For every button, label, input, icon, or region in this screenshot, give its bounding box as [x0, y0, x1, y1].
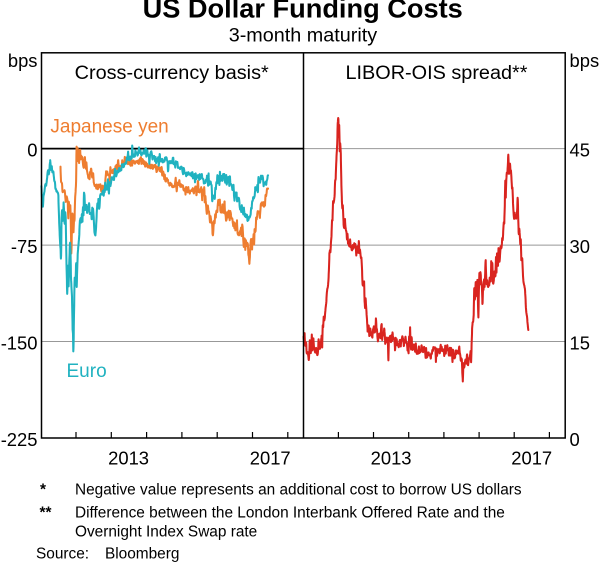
svg-text:Euro: Euro [67, 361, 107, 382]
svg-text:2017: 2017 [250, 447, 291, 468]
svg-text:0: 0 [27, 140, 37, 161]
svg-text:LIBOR-OIS spread**: LIBOR-OIS spread** [346, 62, 528, 84]
svg-text:Overnight Index Swap rate: Overnight Index Swap rate [75, 524, 257, 541]
svg-text:bps: bps [8, 50, 38, 71]
svg-text:Bloomberg: Bloomberg [105, 546, 179, 563]
svg-text:US Dollar Funding Costs: US Dollar Funding Costs [143, 0, 463, 24]
svg-text:30: 30 [570, 236, 590, 257]
svg-text:bps: bps [570, 50, 600, 71]
svg-text:-150: -150 [1, 332, 38, 353]
svg-text:-75: -75 [11, 236, 38, 257]
svg-text:2013: 2013 [108, 447, 149, 468]
svg-text:Cross-currency basis*: Cross-currency basis* [75, 62, 269, 84]
svg-text:**: ** [40, 505, 52, 522]
svg-text:-225: -225 [1, 429, 38, 450]
svg-text:45: 45 [570, 140, 590, 161]
svg-text:15: 15 [570, 332, 590, 353]
svg-text:0: 0 [570, 429, 580, 450]
svg-text:2017: 2017 [511, 447, 552, 468]
svg-text:Difference between the London: Difference between the London Interbank … [75, 505, 505, 522]
svg-text:2013: 2013 [371, 447, 412, 468]
svg-text:*: * [40, 482, 46, 499]
svg-text:Source:: Source: [36, 546, 89, 563]
svg-text:3-month maturity: 3-month maturity [229, 25, 378, 47]
svg-text:Negative value represents an a: Negative value represents an additional … [75, 482, 522, 499]
svg-text:Japanese yen: Japanese yen [50, 117, 168, 138]
